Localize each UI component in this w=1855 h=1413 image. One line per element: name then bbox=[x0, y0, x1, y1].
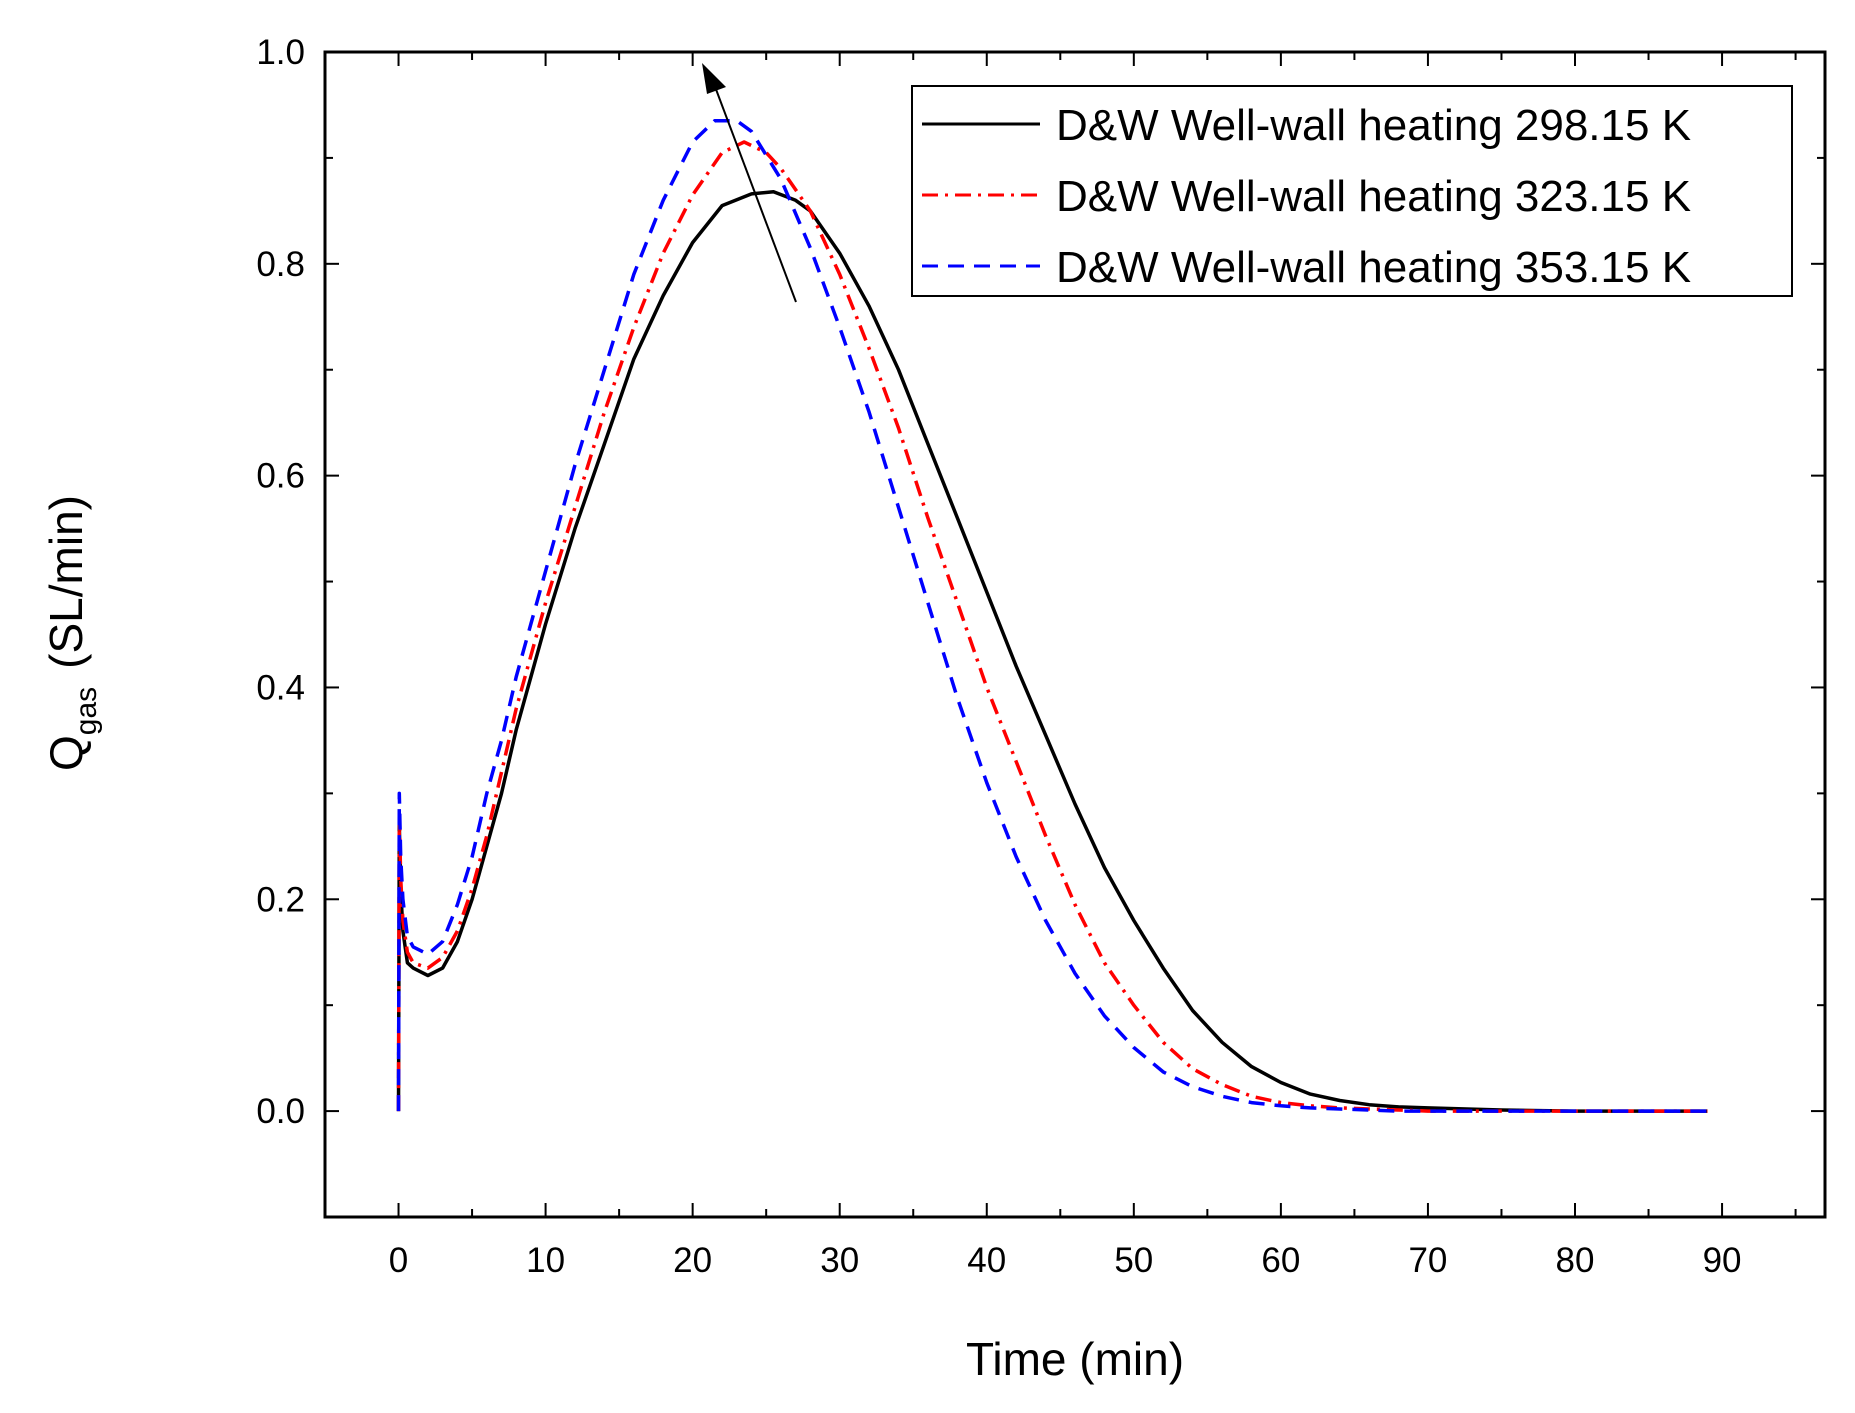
x-tick-labels: 0 10 20 30 40 50 60 70 80 90 bbox=[389, 1241, 1742, 1280]
x-tick-label: 90 bbox=[1703, 1241, 1742, 1280]
axis-ticks bbox=[324, 51, 1825, 1218]
x-tick-label: 40 bbox=[967, 1241, 1006, 1280]
x-axis-title: Time (min) bbox=[966, 1333, 1184, 1385]
y-tick-labels: 0.0 0.2 0.4 0.6 0.8 1.0 bbox=[256, 33, 305, 1131]
legend: D&W Well-wall heating 298.15 K D&W Well-… bbox=[911, 85, 1793, 297]
x-tick-label: 50 bbox=[1114, 1241, 1153, 1280]
legend-box bbox=[911, 85, 1793, 297]
series-line-1 bbox=[396, 140, 1708, 1113]
x-tick-label: 10 bbox=[526, 1241, 565, 1280]
x-tick-label: 20 bbox=[673, 1241, 712, 1280]
y-tick-label: 1.0 bbox=[256, 33, 305, 72]
trend-arrow bbox=[702, 63, 797, 303]
y-tick-label: 0.6 bbox=[256, 457, 305, 496]
y-axis-title: Qgas (SL/min) bbox=[40, 495, 103, 771]
trend-arrow-head bbox=[702, 63, 726, 94]
legend-label-323: D&W Well-wall heating 323.15 K bbox=[1056, 172, 1691, 221]
x-tick-label: 0 bbox=[389, 1241, 408, 1280]
legend-label-353: D&W Well-wall heating 353.15 K bbox=[1056, 243, 1691, 292]
series-lines bbox=[396, 119, 1708, 1113]
y-axis-title-main: Q bbox=[40, 735, 92, 771]
x-tick-label: 30 bbox=[820, 1241, 859, 1280]
trend-arrow-shaft bbox=[713, 83, 797, 303]
y-tick-label: 0.2 bbox=[256, 880, 305, 919]
series-line-0 bbox=[396, 190, 1708, 1113]
plot-frame bbox=[323, 50, 1827, 1219]
x-tick-label: 60 bbox=[1261, 1241, 1300, 1280]
y-tick-label: 0.4 bbox=[256, 668, 305, 707]
legend-label-298: D&W Well-wall heating 298.15 K bbox=[1056, 101, 1691, 150]
y-axis-title-unit: (SL/min) bbox=[40, 495, 92, 669]
y-tick-label: 0.0 bbox=[256, 1092, 305, 1131]
x-tick-label: 70 bbox=[1408, 1241, 1447, 1280]
series-line-2 bbox=[396, 119, 1708, 1113]
y-axis-title-sub: gas bbox=[70, 687, 103, 735]
x-tick-label: 80 bbox=[1556, 1241, 1595, 1280]
y-tick-label: 0.8 bbox=[256, 245, 305, 284]
